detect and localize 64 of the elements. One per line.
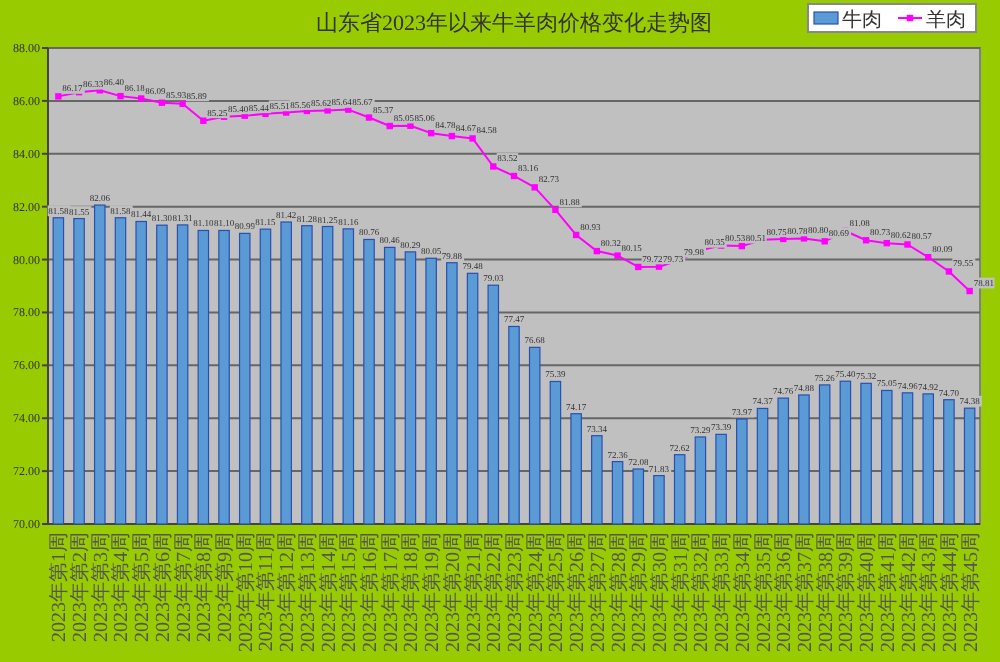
x-tick-label: 2023年第42周 xyxy=(896,532,921,652)
point xyxy=(55,93,62,100)
point xyxy=(179,100,186,107)
x-tick-label: 2023年第12周 xyxy=(275,532,300,652)
x-tick-label: 2023年第10周 xyxy=(233,532,258,652)
x-tick-label: 2023年第29周 xyxy=(627,532,652,652)
legend-label: 羊肉 xyxy=(926,8,966,32)
point xyxy=(614,252,621,259)
chart-title: 山东省2023年以来牛羊肉价格变化走势图 xyxy=(316,10,712,36)
x-tick-label: 2023年第43周 xyxy=(917,532,942,652)
point xyxy=(469,135,476,142)
x-tick-label: 2023年第15周 xyxy=(337,532,362,652)
legend-label: 牛肉 xyxy=(842,8,882,32)
x-tick-label: 2023年第39周 xyxy=(834,532,859,652)
x-tick-label: 2023年第44周 xyxy=(937,532,962,652)
point xyxy=(365,114,373,121)
x-tick-label: 2023年第13周 xyxy=(295,532,320,652)
x-tick-label: 2023年第19周 xyxy=(420,532,445,652)
x-tick-label: 2023年第41周 xyxy=(875,532,900,652)
x-tick-label: 2023年第16周 xyxy=(358,532,383,652)
x-tick-label: 2023年第21周 xyxy=(461,532,486,652)
point xyxy=(821,238,828,245)
x-tick-label: 2023年第36周 xyxy=(772,532,797,652)
point xyxy=(200,117,207,124)
x-tick-label: 2023年第26周 xyxy=(565,532,590,652)
point xyxy=(904,241,911,248)
x-tick-label: 2023年第20周 xyxy=(440,532,465,652)
x-tick-label: 2023年第35周 xyxy=(751,532,776,652)
point xyxy=(552,206,559,214)
x-tick-label: 2023年第17周 xyxy=(378,532,403,652)
x-tick-label: 2023年第7周 xyxy=(171,532,196,642)
x-tick-label: 2023年第24周 xyxy=(523,532,548,652)
x-tick-label: 2023年第9周 xyxy=(213,532,238,642)
x-tick-label: 2023年第11周 xyxy=(254,532,279,652)
x-tick-label: 2023年第31周 xyxy=(668,532,693,652)
x-tick-label: 2023年第22周 xyxy=(482,532,507,652)
point xyxy=(138,95,145,102)
x-tick-label: 2023年第40周 xyxy=(855,532,880,652)
x-tick-label: 2023年第38周 xyxy=(813,532,838,652)
x-tick-label: 2023年第5周 xyxy=(130,532,155,642)
x-tick-label: 2023年第33周 xyxy=(710,532,735,652)
point xyxy=(117,92,124,100)
point xyxy=(945,268,953,275)
x-tick-label: 2023年第4周 xyxy=(109,532,134,642)
point xyxy=(490,163,497,170)
point xyxy=(407,122,414,129)
x-tick-label: 2023年第28周 xyxy=(606,532,631,652)
x-tick-label: 2023年第2周 xyxy=(68,532,93,642)
x-tick-label: 2023年第14周 xyxy=(316,532,341,652)
x-tick-label: 2023年第34周 xyxy=(730,532,755,652)
x-tick-label: 2023年第23周 xyxy=(503,532,527,652)
x-tick-label: 2023年第1周 xyxy=(47,532,72,642)
x-tick-label: 2023年第8周 xyxy=(192,532,217,642)
x-tick-label: 2023年第3周 xyxy=(88,532,113,642)
x-tick-label: 2023年第37周 xyxy=(792,532,817,652)
x-tick-label: 2023年第45周 xyxy=(958,532,983,652)
point xyxy=(531,184,538,191)
point xyxy=(966,287,973,295)
x-tick-label: 2023年第25周 xyxy=(544,532,569,652)
x-tick-label: 2023年第18周 xyxy=(399,532,424,652)
x-tick-label: 2023年第27周 xyxy=(585,532,610,652)
x-tick-label: 2023年第30周 xyxy=(647,532,672,652)
x-tick-label: 2023年第32周 xyxy=(689,532,714,652)
x-tick-label: 2023年第6周 xyxy=(150,532,175,642)
